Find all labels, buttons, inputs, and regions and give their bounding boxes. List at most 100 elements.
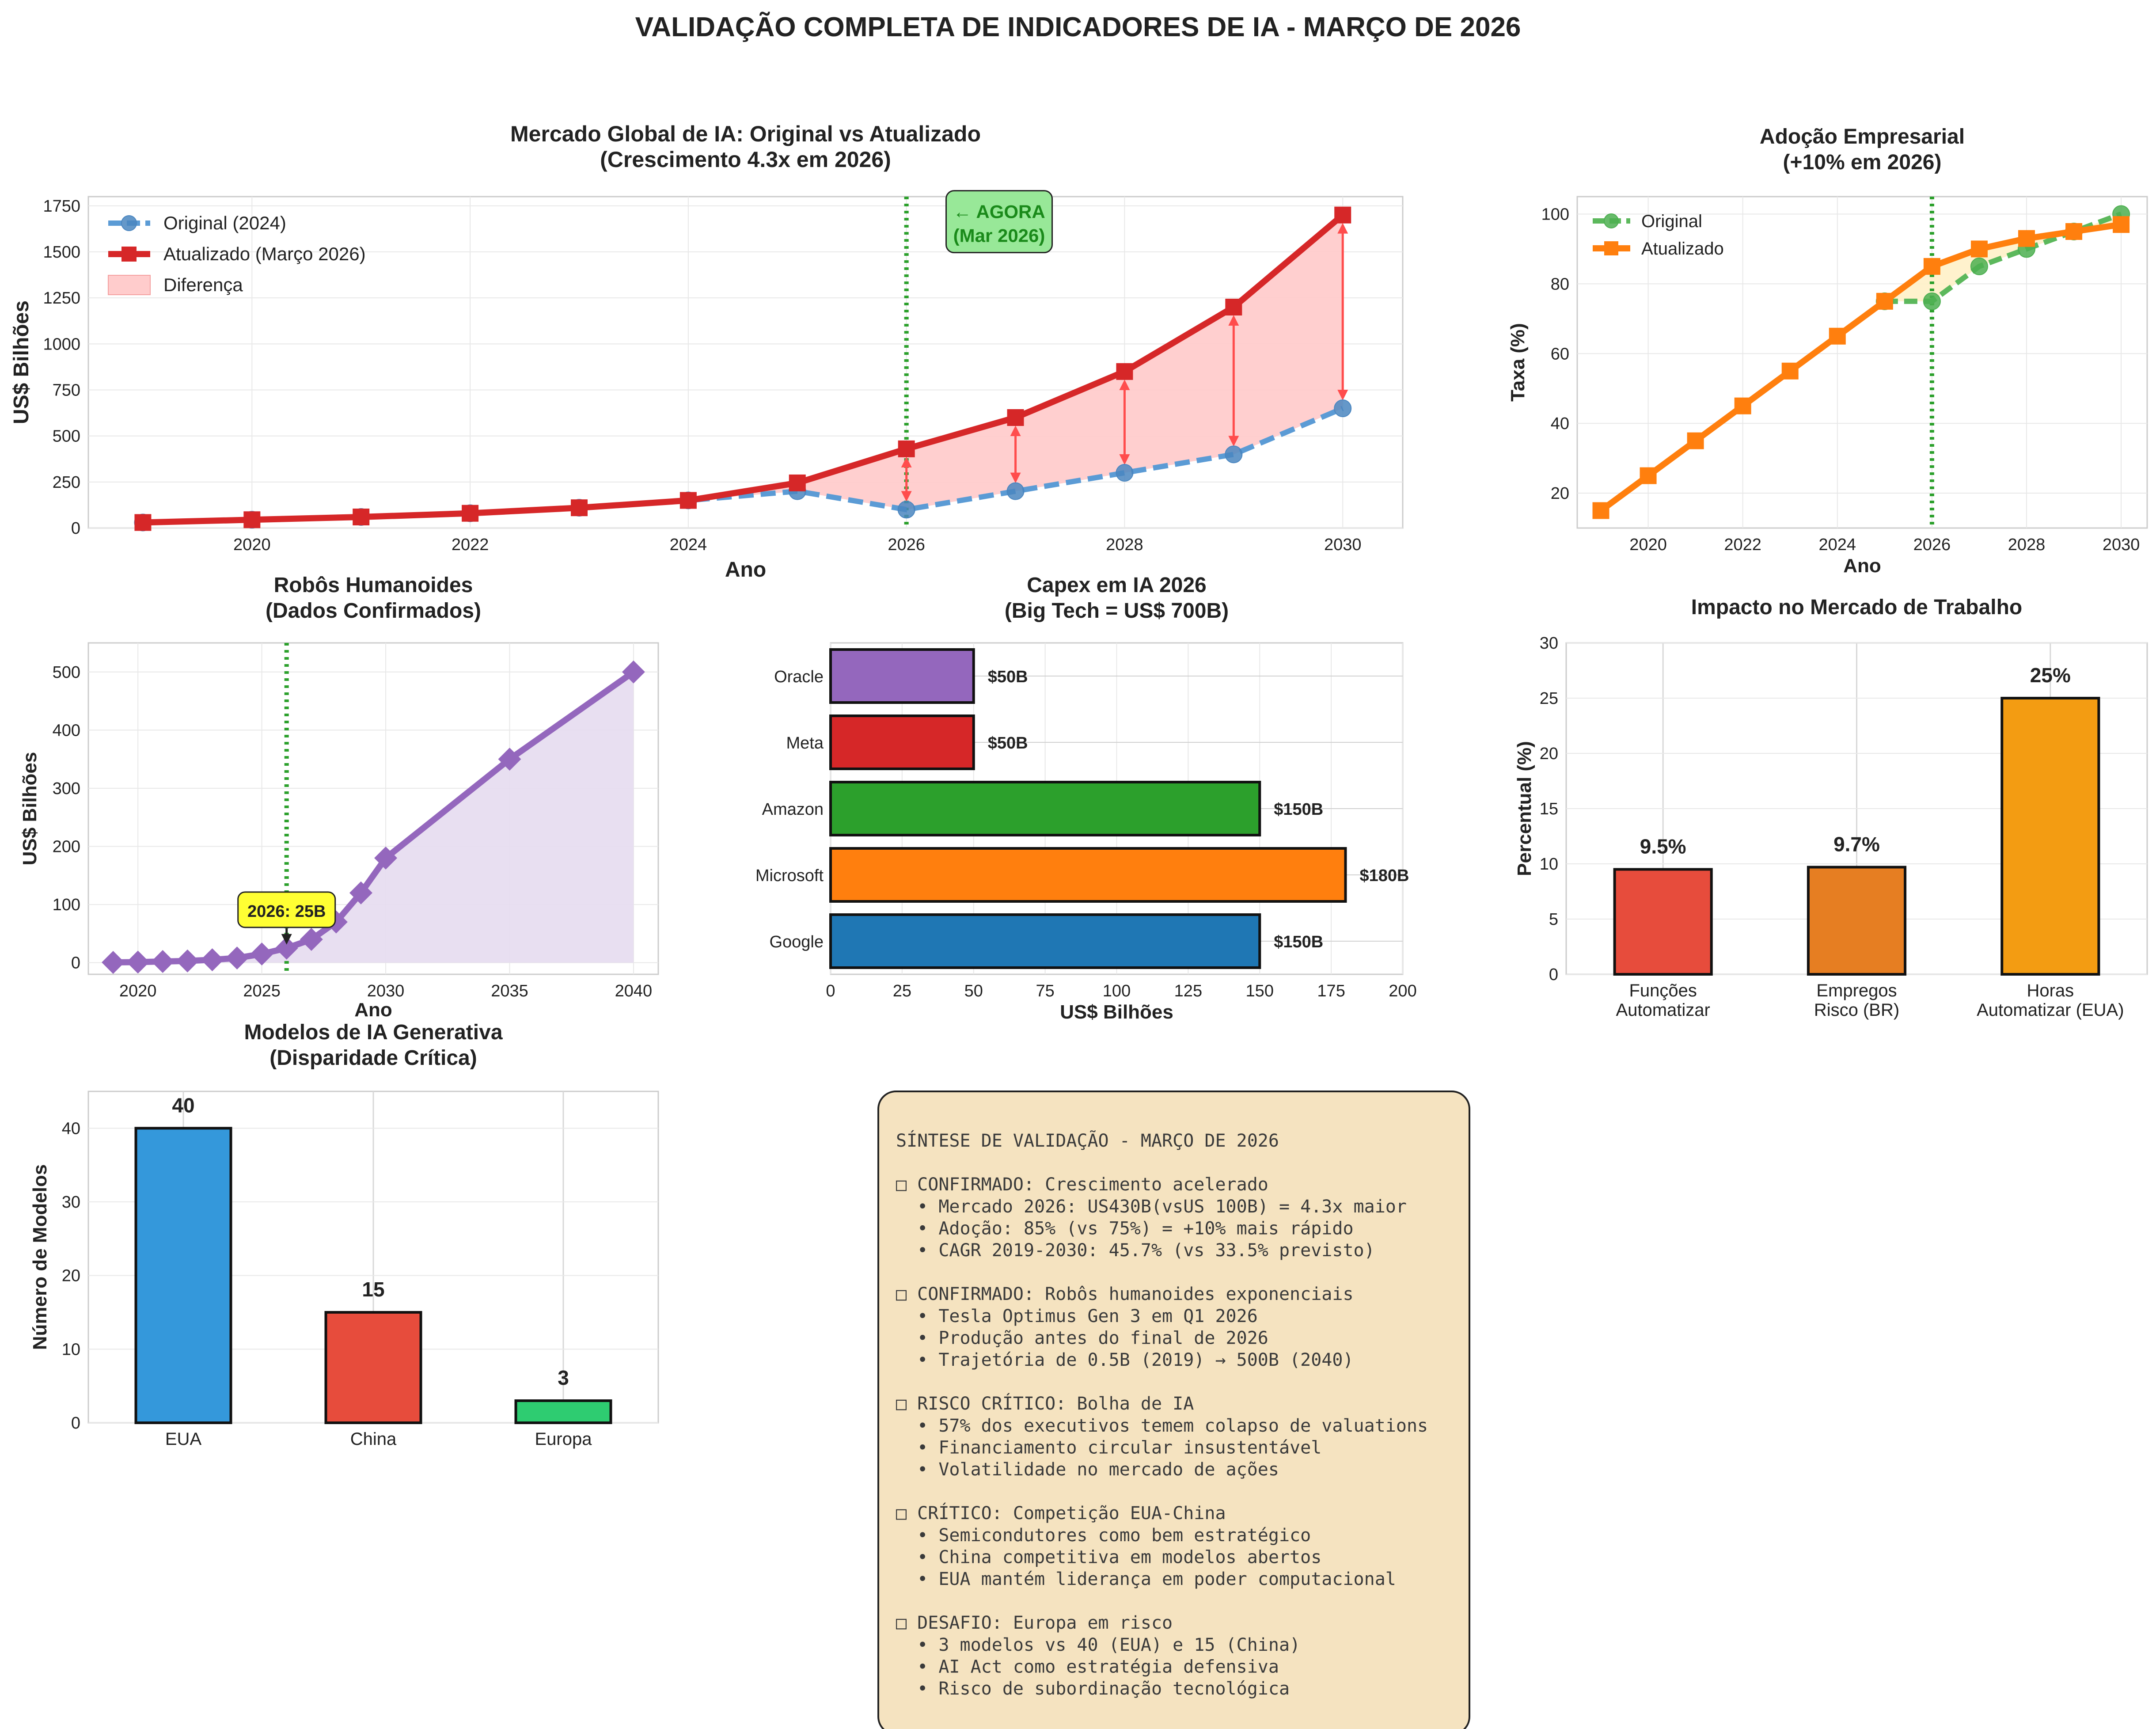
adoption-updated-point [1687,432,1704,449]
summary-line: • CAGR 2019-2030: 45.7% (vs 33.5% previs… [896,1240,1375,1261]
jobs-value-label: 9.7% [1833,833,1880,856]
market-series-updated-line [143,213,1345,526]
market-ytick: 250 [53,473,80,492]
chart-adoption: 2020 2022 2024 2026 2028 2030 20 40 60 80 100 Adoçã… [1507,125,2148,577]
market-original-point [1334,399,1352,418]
adoption-ylabel: Taxa (%) [1507,323,1529,402]
jobs-value-label: 9.5% [1640,835,1686,858]
robots-ytick: 0 [71,954,80,973]
summary-line: • China competitiva em modelos abertos [896,1547,1321,1567]
adoption-legend-original-marker [1604,213,1619,228]
capex-xtick: 50 [964,982,983,1000]
summary-text: SÍNTESE DE VALIDAÇÃO - MARÇO DE 2026 □ CO… [896,1130,1428,1699]
robots-point [498,748,521,771]
models-ytick: 40 [62,1119,80,1138]
market-updated-point [898,440,915,457]
robots-ytick: 200 [53,838,80,856]
models-ytick: 0 [71,1414,80,1433]
adoption-frame [1576,196,2148,529]
jobs-category-label-line: Empregos [1816,981,1897,1000]
adoption-ytick: 60 [1551,345,1569,363]
adoption-xtick: 2020 [1629,536,1667,554]
robots-point [300,928,323,951]
robots-title-line: (Dados Confirmados) [266,599,481,623]
market-xtick: 2030 [1324,536,1362,554]
market-updated-point [1225,299,1242,315]
market-updated-point [789,474,806,491]
capex-category-label: Meta [786,734,824,752]
adoption-updated-point [2018,230,2035,247]
jobs-category-label-line: Automatizar [1616,1000,1710,1020]
models-ytick: 20 [62,1267,80,1285]
robots-ytick: 300 [53,779,80,798]
market-title-line: Mercado Global de IA: Original vs Atuali… [510,122,981,146]
market-updated-point [243,511,261,528]
chart-models: 40 EUA 15 China 3 Europa 0 10 20 30 40 Modelos de I… [29,1021,659,1449]
adoption-updated-point [2065,223,2083,240]
market-xtick: 2020 [233,536,271,554]
capex-category-label: Oracle [774,668,824,686]
market-xtick: 2022 [452,536,489,554]
models-ytick: 10 [62,1340,80,1359]
market-diff-arrow-head [901,456,912,467]
capex-title-line: (Big Tech = US$ 700B) [1005,599,1229,623]
adoption-xtick: 2024 [1819,536,1856,554]
adoption-updated-point [1640,467,1657,484]
robots-annotation-arrow-head [281,934,292,945]
models-value-label: 15 [362,1278,384,1301]
market-title-line: (Crescimento 4.3x em 2026) [600,147,891,172]
robots-point [374,846,398,870]
models-category-label-line: EUA [165,1429,202,1449]
jobs-bar [1613,868,1713,976]
robots-point [151,950,175,973]
models-bar [134,1127,232,1424]
market-updated-point [1116,363,1133,380]
summary-box-frame [877,1091,1470,1729]
market-original-point [1006,482,1025,500]
jobs-ytick: 30 [1540,634,1558,653]
models-value-label: 3 [558,1366,569,1389]
market-now-annotation-line: (Mar 2026) [953,225,1045,246]
adoption-xlabel: Ano [1843,555,1881,577]
models-category-label-line: China [350,1429,397,1449]
market-updated-point [462,505,479,522]
robots-point [102,951,125,974]
market-legend-original-label: Original (2024) [163,213,286,233]
robots-title-line: Robôs Humanoides [274,574,473,597]
capex-xtick: 25 [893,982,911,1000]
adoption-xtick: 2028 [2008,536,2046,554]
page-title: VALIDAÇÃO COMPLETA DE INDICADORES DE IA … [635,12,1521,42]
market-xtick: 2024 [670,536,707,554]
market-updated-point [679,492,697,509]
market-original-point [1116,464,1134,482]
jobs-ytick: 5 [1549,910,1558,929]
market-original-point [1225,445,1243,464]
capex-bar [829,847,1347,903]
summary-line: • Risco de subordinação tecnológica [896,1679,1290,1699]
summary-line: • Adoção: 85% (vs 75%) = +10% mais rápid… [896,1218,1354,1239]
market-ytick: 0 [71,519,80,538]
market-legend-diff-swatch [108,275,151,295]
summary-line: □ CRÍTICO: Competição EUA-China [896,1502,1226,1524]
robots-point [349,881,372,904]
market-diff-area [688,215,1343,510]
adoption-updated-point [2113,216,2130,233]
robots-xtick: 2035 [491,982,528,1000]
market-updated-point [134,514,152,531]
robots-point [126,950,150,974]
adoption-legend-updated-marker [1604,241,1618,255]
market-xtick: 2028 [1106,536,1143,554]
adoption-original-point [1970,257,1988,275]
capex-category-label: Google [769,933,824,951]
capex-xtick: 175 [1317,982,1345,1000]
adoption-xtick: 2030 [2103,536,2140,554]
capex-bar [829,781,1261,836]
robots-point [275,936,298,960]
capex-xtick: 100 [1103,982,1131,1000]
market-ytick: 1750 [43,197,80,216]
adoption-updated-point [1970,240,1988,258]
adoption-updated-point [1923,258,1940,275]
summary-line: • Trajetória de 0.5B (2019) → 500B (2040… [896,1350,1354,1370]
robots-ytick: 400 [53,721,80,740]
adoption-ytick: 100 [1541,205,1569,224]
